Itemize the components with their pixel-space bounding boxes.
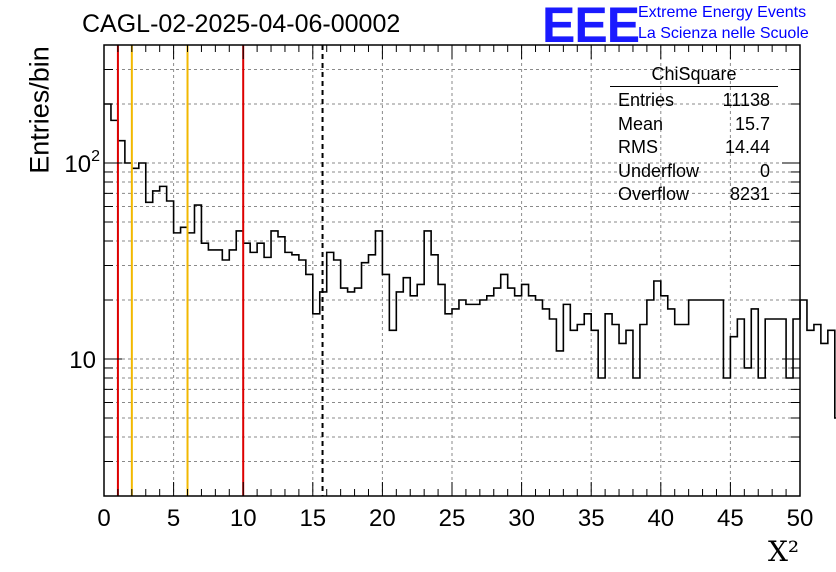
- x-tick-label: 35: [578, 505, 605, 532]
- stats-box: ChiSquare Entries 11138 Mean 15.7 RMS 14…: [610, 64, 778, 207]
- x-tick-label: 40: [647, 505, 674, 532]
- stats-row-entries: Entries 11138: [610, 89, 778, 113]
- logo-line-2: La Scienza nelle Scuole: [638, 25, 809, 42]
- x-tick-label: 30: [508, 505, 535, 532]
- stats-title: ChiSquare: [610, 64, 778, 87]
- x-tick-label: 15: [299, 505, 326, 532]
- eee-logo: EEE Extreme Energy Events La Scienza nel…: [542, 0, 836, 53]
- stats-label: Mean: [618, 113, 664, 134]
- stats-value: 11138: [722, 90, 770, 110]
- x-tick-label: 5: [167, 505, 180, 532]
- stats-row-overflow: Overflow 8231: [610, 183, 778, 207]
- x-tick-label: 45: [717, 505, 744, 532]
- stats-label: RMS: [618, 137, 658, 157]
- y-tick-label: 10: [69, 347, 96, 374]
- stats-label: Overflow: [618, 184, 690, 204]
- stats-value: 14.44: [724, 137, 770, 157]
- stats-row-underflow: Underflow 0: [610, 160, 778, 184]
- stats-label: Underflow: [618, 160, 700, 181]
- stats-value: 0: [759, 160, 770, 181]
- y-axis-label: Entries/bin: [24, 46, 55, 174]
- y-tick-label: 102: [64, 148, 100, 178]
- x-axis-label: X²: [768, 535, 800, 568]
- logo-line-1: Extreme Energy Events: [638, 4, 807, 21]
- eee-logo-mark: EEE: [542, 0, 640, 53]
- x-tick-label: 10: [230, 505, 257, 532]
- stats-row-rms: RMS 14.44: [610, 136, 778, 160]
- histogram-line: [104, 103, 836, 419]
- x-tick-label: 50: [787, 505, 814, 532]
- stats-value: 15.7: [734, 113, 770, 134]
- x-tick-label: 25: [439, 505, 466, 532]
- stats-row-mean: Mean 15.7: [610, 113, 778, 137]
- stats-label: Entries: [618, 90, 675, 110]
- chart-title: CAGL-02-2025-04-06-00002: [82, 10, 401, 38]
- x-tick-label: 20: [369, 505, 396, 532]
- x-tick-label: 0: [97, 505, 110, 532]
- stats-value: 8231: [729, 184, 770, 204]
